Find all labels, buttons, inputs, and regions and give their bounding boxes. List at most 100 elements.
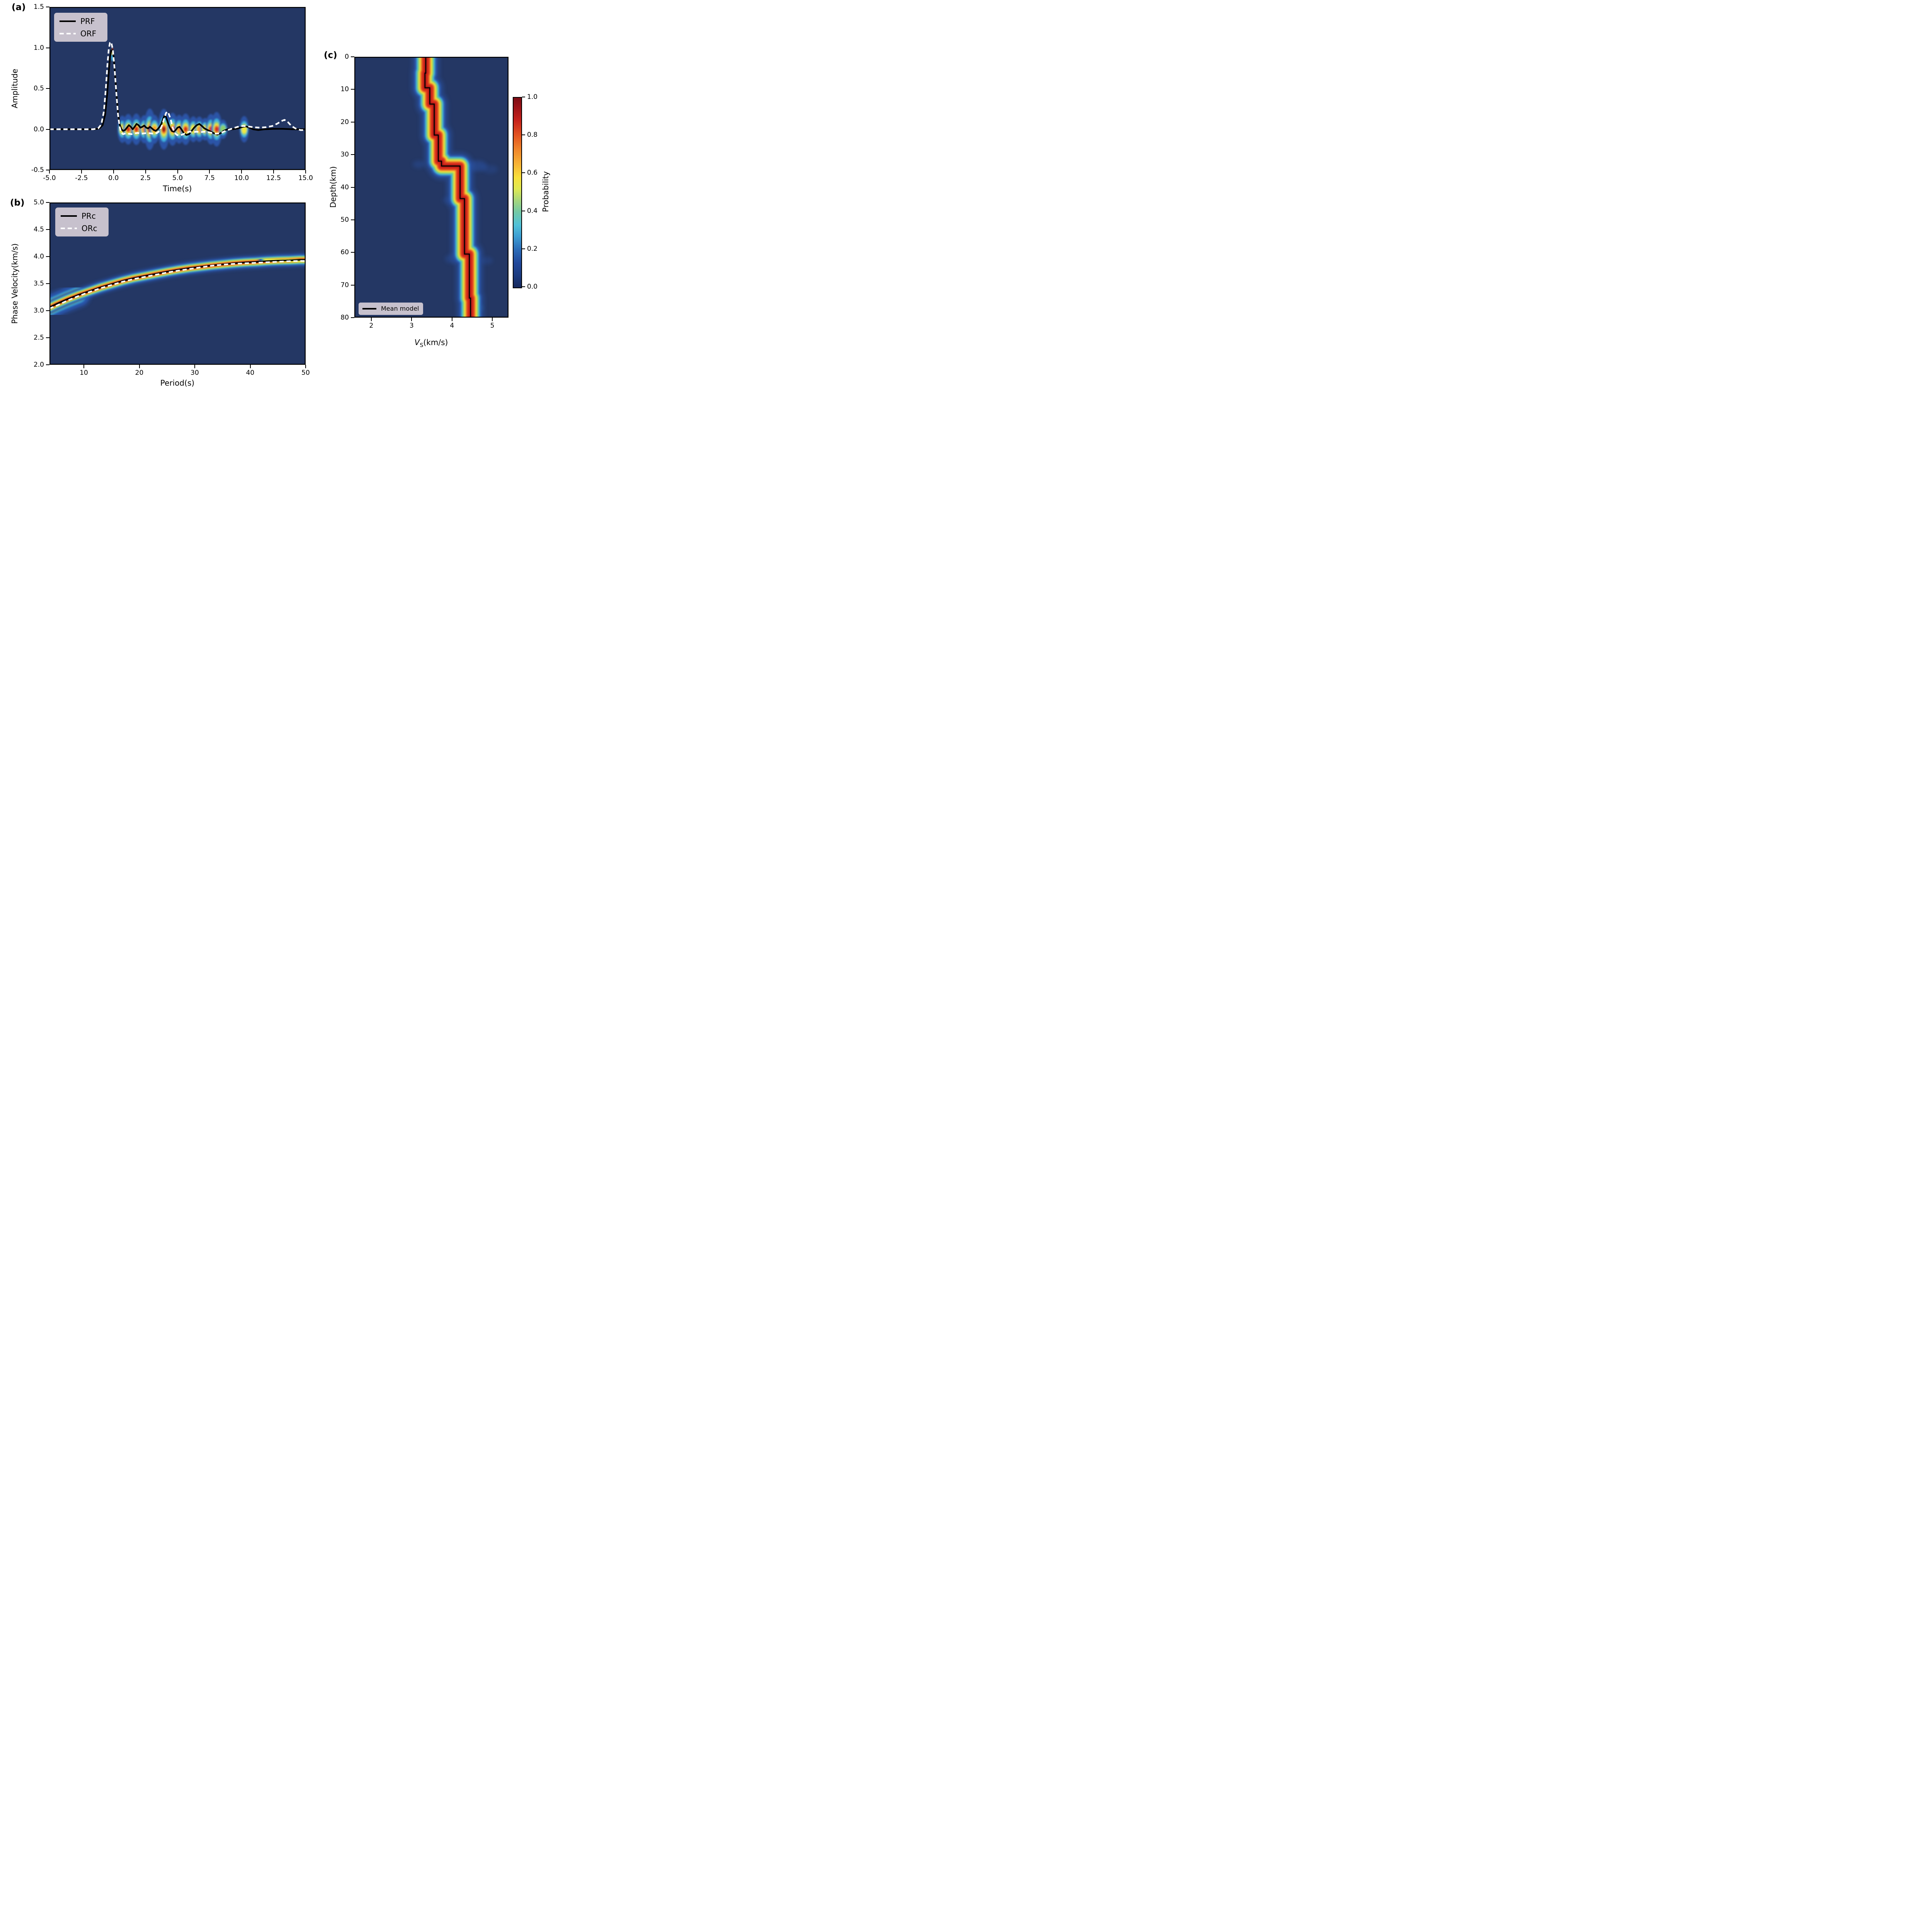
y-tick [46,283,49,284]
x-tick-label: -2.5 [75,174,88,182]
panel-b-label: (b) [10,198,25,208]
x-tick-label: 0.0 [108,174,119,182]
y-tick [351,252,354,253]
colorbar-tick-label: 0.0 [527,283,538,291]
x-tick [305,170,306,173]
orc-curve [49,260,306,310]
y-tick [46,310,49,311]
legend-item-orc: ORc [61,224,103,232]
x-tick-label: 40 [246,369,255,377]
y-tick-label: 2.0 [33,361,44,369]
y-tick-label: 2.5 [33,334,44,342]
y-tick [46,202,49,203]
panel-a-ylabel: Amplitude [10,68,19,109]
y-tick-label: 40 [340,183,349,191]
x-tick-label: 50 [301,369,310,377]
x-tick [305,365,306,368]
solid-line-swatch [60,20,76,22]
legend-item-prf: PRF [60,17,102,25]
y-tick [46,256,49,257]
y-tick [351,317,354,318]
colorbar-gradient [513,97,522,288]
panel-b-ylabel: Phase Velocity(km/s) [10,243,19,324]
legend-label: ORc [82,223,97,233]
x-tick [177,170,178,173]
mean-model-line [424,57,471,318]
colorbar-tick-label: 0.4 [527,207,538,215]
x-tick [411,318,412,321]
y-tick-label: 0.0 [33,125,44,133]
y-tick-label: 20 [340,118,349,126]
panel-b-legend: PRc ORc [55,207,109,236]
x-tick [194,365,195,368]
colorbar-tick [522,248,525,249]
y-tick-label: 1.0 [33,44,44,52]
x-tick-label: 20 [135,369,144,377]
x-tick-label: 5 [490,322,495,330]
dashed-line-swatch [60,32,76,34]
solid-line-swatch [61,215,77,217]
y-tick [46,88,49,89]
x-tick-label: -5.0 [43,174,56,182]
panel-a-xlabel: Time(s) [163,184,192,193]
legend-item-prc: PRc [61,212,103,220]
legend-item-mean-model: Mean model [362,306,419,312]
y-tick-label: 10 [340,85,349,94]
x-tick [113,170,114,173]
y-tick [46,229,49,230]
panel-c-plot [354,57,509,318]
colorbar-tick-label: 0.6 [527,169,538,177]
y-tick-label: 5.0 [33,199,44,206]
x-tick-label: 3 [409,322,414,330]
y-tick [46,337,49,338]
legend-label: ORF [80,29,97,38]
x-tick-label: 30 [190,369,199,377]
x-tick [273,170,274,173]
panel-c-label: (c) [324,50,337,60]
panel-c-legend: Mean model [359,303,423,315]
y-tick [46,129,49,130]
x-tick [81,170,82,173]
y-tick-label: 4.5 [33,226,44,233]
panel-c-xlabel: VS(km/s) [414,338,448,349]
y-tick-label: 80 [340,314,349,321]
orf-curve [49,41,306,136]
x-tick-label: 12.5 [266,174,281,182]
y-tick [351,284,354,286]
y-tick-label: 70 [340,281,349,289]
x-tick [241,170,242,173]
y-tick-label: -0.5 [31,166,44,174]
legend-label: Mean model [381,305,419,312]
y-tick-label: 0.5 [33,85,44,92]
y-tick-label: 30 [340,151,349,159]
x-tick-label: 4 [450,322,454,330]
x-tick [371,318,372,321]
x-tick [492,318,493,321]
x-tick-label: 7.5 [204,174,215,182]
x-tick-label: 15.0 [298,174,313,182]
x-tick-label: 10 [80,369,88,377]
colorbar-label: Probability [541,171,550,212]
colorbar-tick-label: 0.2 [527,245,538,253]
x-tick [139,365,140,368]
y-tick-label: 3.0 [33,307,44,315]
y-tick-label: 1.5 [33,3,44,11]
panel-a-legend: PRF ORF [54,13,107,42]
y-tick [46,364,49,365]
y-tick [351,89,354,90]
panel-b-plot [49,202,306,365]
dashed-line-swatch [61,227,77,229]
y-tick-label: 60 [340,248,349,257]
y-tick [351,56,354,57]
panel-a-label: (a) [12,2,26,12]
colorbar-tick-label: 1.0 [527,93,538,101]
solid-line-swatch [362,308,376,310]
colorbar-tick [522,286,525,287]
y-tick [351,187,354,188]
x-tick-label: 5.0 [172,174,183,182]
y-tick-label: 50 [340,216,349,224]
legend-label: PRF [80,16,95,26]
y-tick-label: 0 [345,53,349,61]
legend-label: PRc [82,211,96,221]
colorbar-tick [522,172,525,173]
